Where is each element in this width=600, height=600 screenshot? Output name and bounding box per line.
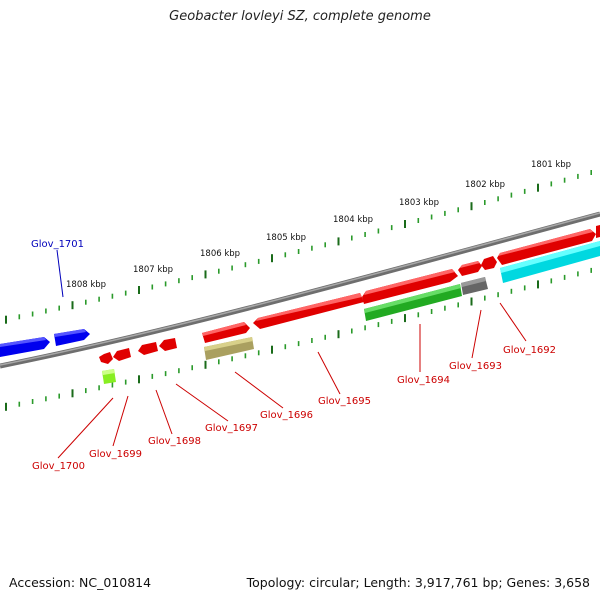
scale-label-1804: 1804 kbp xyxy=(333,215,373,225)
genome-backbone-highlight xyxy=(0,212,600,366)
gene-glov-1695[interactable] xyxy=(253,293,364,329)
feature-cyan[interactable] xyxy=(500,241,600,283)
genome-backbone xyxy=(0,211,600,369)
feature-olive[interactable] xyxy=(204,337,254,360)
scale-label-1802: 1802 kbp xyxy=(465,180,505,190)
gene-glov-1697[interactable] xyxy=(159,338,177,351)
gene-glov-1696-arrow[interactable] xyxy=(202,322,250,343)
outer-scale-ticks xyxy=(5,170,593,324)
scale-label-1801: 1801 kbp xyxy=(531,160,571,170)
gene-glov-1693[interactable] xyxy=(458,261,482,276)
label-glov-1692[interactable]: Glov_1692 xyxy=(503,345,556,356)
scale-label-1806: 1806 kbp xyxy=(200,249,240,259)
leader-glov-1700 xyxy=(57,397,114,459)
label-glov-1693[interactable]: Glov_1693 xyxy=(449,361,502,372)
leader-glov-1695 xyxy=(317,351,341,395)
leader-glov-1699 xyxy=(112,395,129,447)
feature-lime[interactable] xyxy=(102,369,116,384)
label-glov-1697[interactable]: Glov_1697 xyxy=(205,423,258,434)
leader-glov-1698 xyxy=(155,389,173,435)
gene-edge[interactable] xyxy=(596,225,600,238)
label-glov-1700[interactable]: Glov_1700 xyxy=(32,461,85,472)
label-glov-1694[interactable]: Glov_1694 xyxy=(397,375,450,386)
leader-glov-1697 xyxy=(175,383,229,422)
leader-glov-1692 xyxy=(499,302,527,342)
gene-blue-2[interactable] xyxy=(54,329,90,346)
genome-stats-label: Topology: circular; Length: 3,917,761 bp… xyxy=(246,575,590,590)
map-title: Geobacter lovleyi SZ, complete genome xyxy=(169,9,431,24)
gene-glov-1700[interactable] xyxy=(99,352,113,364)
gene-glov-1692[interactable] xyxy=(497,229,596,265)
gene-glov-1701[interactable] xyxy=(0,337,50,357)
label-glov-1698[interactable]: Glov_1698 xyxy=(148,436,201,447)
label-glov-1701[interactable]: Glov_1701 xyxy=(31,239,84,250)
gene-glov-1698[interactable] xyxy=(138,342,158,355)
leader-lines xyxy=(56,249,527,459)
scale-label-1805: 1805 kbp xyxy=(266,233,306,243)
inner-scale-ticks xyxy=(5,267,593,411)
gene-glov-1699[interactable] xyxy=(113,348,131,361)
feature-gray[interactable] xyxy=(461,277,488,295)
gene-glov-1694[interactable] xyxy=(362,269,458,304)
feature-green[interactable] xyxy=(364,284,462,321)
accession-label: Accession: NC_010814 xyxy=(9,575,152,590)
scale-label-1808: 1808 kbp xyxy=(66,280,106,290)
label-glov-1695[interactable]: Glov_1695 xyxy=(318,396,371,407)
label-glov-1696[interactable]: Glov_1696 xyxy=(260,410,313,421)
leader-glov-1693 xyxy=(471,309,482,359)
leader-glov-1696 xyxy=(234,371,284,409)
scale-label-1803: 1803 kbp xyxy=(399,198,439,208)
label-glov-1699[interactable]: Glov_1699 xyxy=(89,449,142,460)
leader-glov-1701 xyxy=(56,249,64,298)
gene-glov-1692-a[interactable] xyxy=(481,256,497,270)
scale-label-1807: 1807 kbp xyxy=(133,265,173,275)
